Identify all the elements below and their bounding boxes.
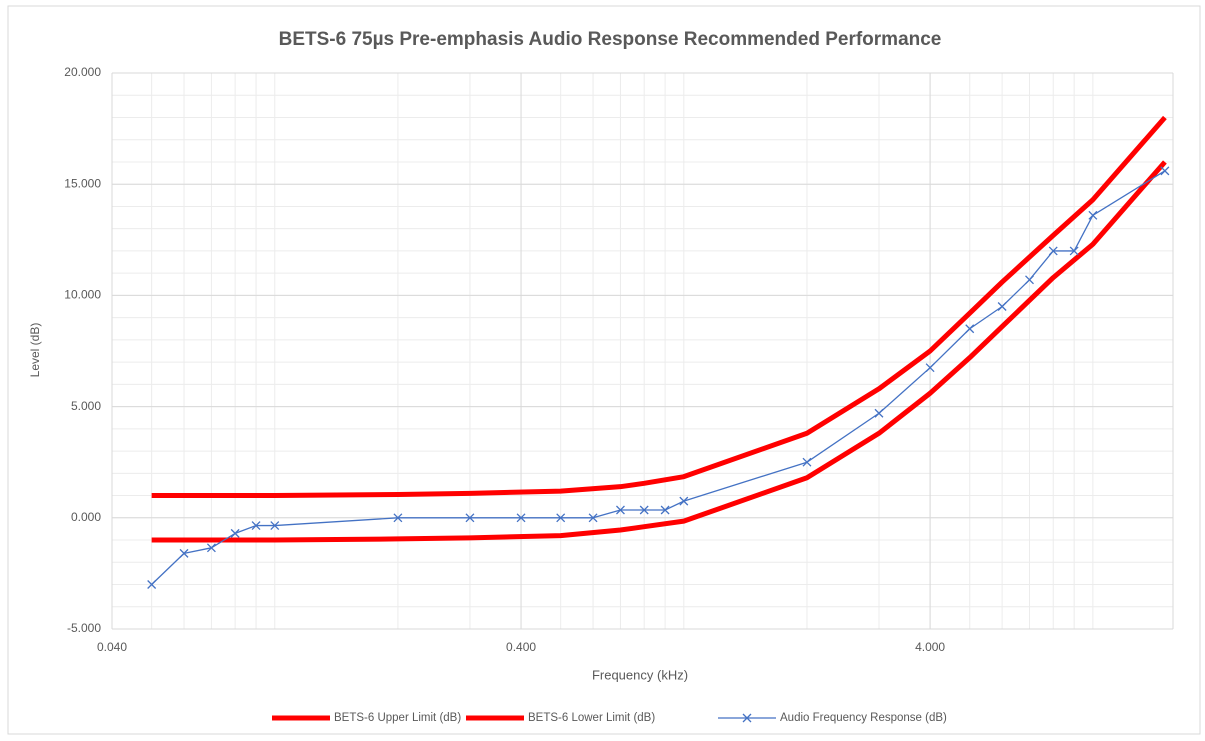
y-axis-title: Level (dB) [28,323,42,378]
marker [874,408,884,418]
series-line [151,115,1167,499]
chart-title: BETS-6 75µs Pre-emphasis Audio Response … [279,29,942,50]
marker [393,513,403,523]
marker [997,302,1007,311]
y-tick-label: 5.000 [71,399,101,413]
legend-marker [742,713,752,723]
marker [679,496,689,506]
x-tick-label: 0.400 [506,640,536,654]
marker [1088,210,1098,220]
x-tick-label: 4.000 [915,640,945,654]
marker [230,528,240,538]
chart-border [7,5,1201,735]
marker [179,548,189,558]
legend-label: BETS-6 Lower Limit (dB) [528,712,655,724]
x-tick-label: 0.040 [97,640,127,654]
marker [556,513,566,523]
marker [465,513,475,523]
marker [251,521,261,531]
marker [616,505,625,515]
marker [965,324,975,334]
marker [1048,246,1058,256]
marker [1160,166,1170,176]
marker [639,505,649,515]
marker [802,457,812,467]
legend-label: Audio Frequency Response (dB) [780,712,947,724]
series-line [151,160,1167,543]
y-tick-label: 0.000 [71,510,101,524]
y-tick-label: 10.000 [64,288,101,302]
marker [1069,246,1079,256]
marker [660,505,670,515]
y-tick-label: 15.000 [64,176,101,190]
marker [1025,275,1034,285]
marker [147,580,157,589]
marker [516,513,526,523]
marker [588,513,598,523]
x-axis-title: Frequency (kHz) [592,667,688,682]
marker [925,363,935,373]
legend-label: BETS-6 Upper Limit (dB) [334,712,461,724]
y-tick-label: 20.000 [64,65,101,79]
marker [270,521,280,531]
marker [206,543,216,553]
y-tick-label: -5.000 [67,621,101,635]
